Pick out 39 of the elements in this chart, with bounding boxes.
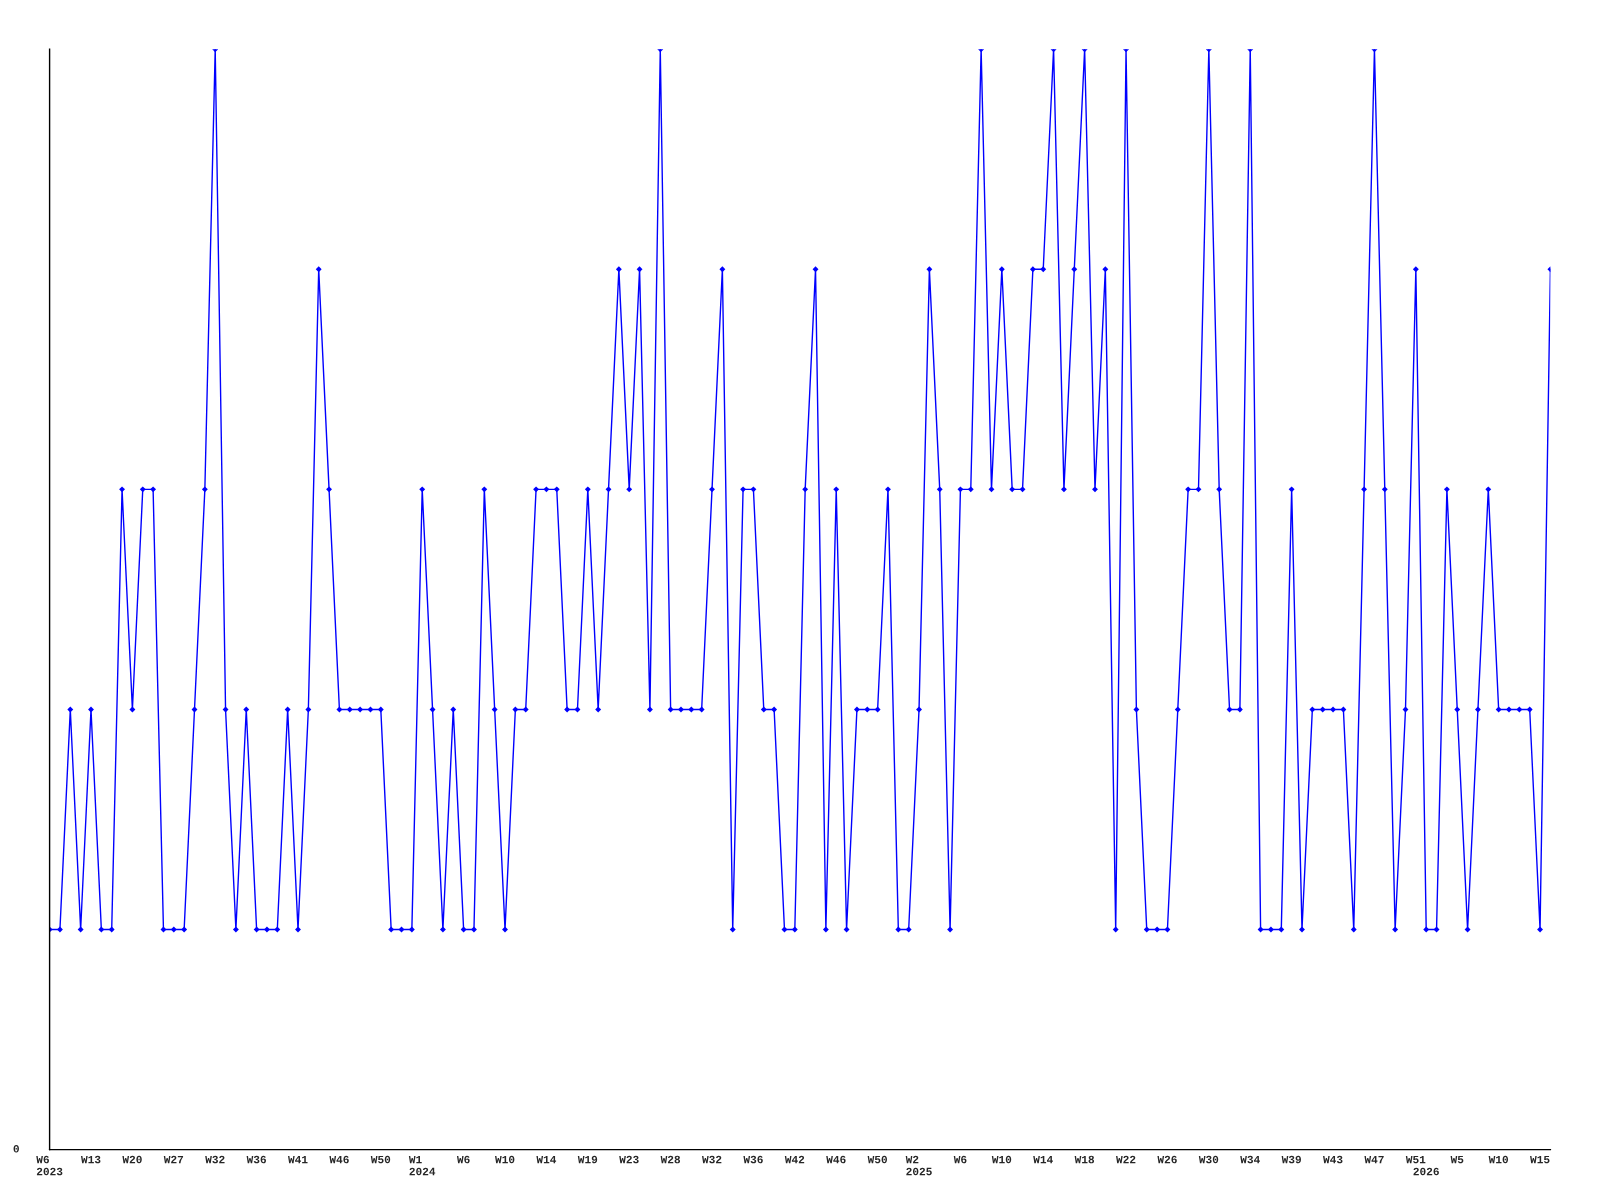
x-tick-label: W14 <box>536 1155 557 1164</box>
x-tick-label: W27 <box>163 1155 184 1164</box>
text: 0 <box>13 1145 19 1153</box>
x-tick-label: W47 <box>1364 1155 1384 1164</box>
x-tick-label: W18 <box>1074 1155 1095 1164</box>
x-tick-label: W39 <box>1281 1155 1301 1164</box>
x-tick-label: W10 <box>991 1155 1012 1164</box>
x-tick-label: W23 <box>619 1155 639 1164</box>
x-tick-label: W20 <box>122 1155 142 1164</box>
x-tick-label: W36 <box>743 1155 763 1164</box>
x-tick-label: W19 <box>577 1155 598 1164</box>
x-tick-label: W15 <box>1530 1155 1550 1164</box>
x-tick-label: W41 <box>288 1155 308 1164</box>
x-tick-label: W6 <box>953 1155 967 1164</box>
x-tick-label: W26 <box>1157 1155 1177 1164</box>
x-tick-label: W46 <box>826 1155 846 1164</box>
x-tick-label: W5 <box>1450 1155 1464 1164</box>
x-tick-label: W30 <box>1198 1155 1219 1164</box>
x-tick-label: W1 2024 <box>408 1155 436 1176</box>
x-tick-label: W42 <box>784 1155 805 1164</box>
x-tick-label: W46 <box>329 1155 349 1164</box>
x-tick-label: W13 <box>81 1155 101 1164</box>
x-tick-label: W28 <box>660 1155 681 1164</box>
x-tick-label: W6 <box>456 1155 470 1164</box>
x-tick-label: W51 <box>1405 1155 1426 1164</box>
x-tick-label: W10 <box>495 1155 515 1164</box>
x-tick-label: W36 <box>246 1155 266 1164</box>
x-tick-label: W32 <box>205 1155 225 1164</box>
x-tick-label: W2 2025 <box>905 1155 932 1176</box>
x-tick-label: 2026 <box>1413 1167 1439 1176</box>
x-tick-label: W34 <box>1240 1155 1260 1164</box>
x-tick-label: W50 <box>370 1155 391 1164</box>
x-tick-label: W22 <box>1116 1155 1136 1164</box>
x-tick-label: W14 <box>1033 1155 1053 1164</box>
x-tick-label: W10 <box>1488 1155 1509 1164</box>
x-tick-label: W32 <box>702 1155 722 1164</box>
x-tick-label: W43 <box>1323 1155 1343 1164</box>
x-tick-label: W50 <box>867 1155 887 1164</box>
x-tick-label: W6 2023 <box>36 1155 63 1176</box>
